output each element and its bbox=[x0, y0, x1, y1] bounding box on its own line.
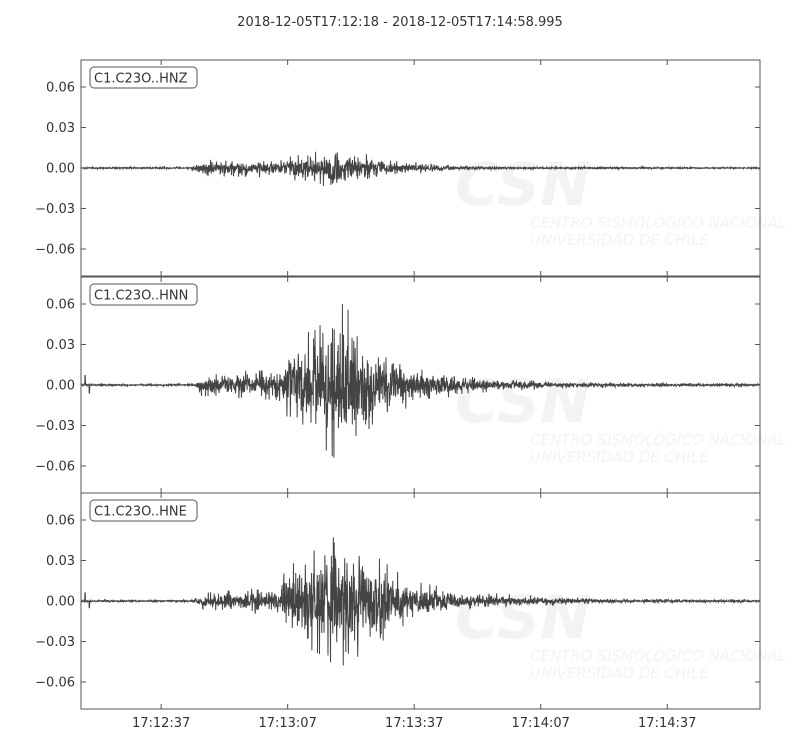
watermark-line1: CENTRO SISMOLÓGICO NACIONAL bbox=[530, 430, 786, 449]
x-tick-label: 17:14:07 bbox=[512, 716, 570, 731]
x-tick-label: 17:13:07 bbox=[258, 716, 316, 731]
trace-label: C1.C23O..HNE bbox=[94, 505, 187, 520]
y-tick-label: −0.06 bbox=[35, 460, 75, 475]
trace-label-box bbox=[89, 66, 198, 89]
trace-label-box bbox=[89, 499, 198, 522]
y-tick-label: −0.03 bbox=[35, 202, 75, 217]
x-tick-label: 17:12:37 bbox=[132, 716, 190, 731]
watermark-line1: CENTRO SISMOLÓGICO NACIONAL bbox=[530, 213, 786, 232]
watermark-line2: UNIVERSIDAD DE CHILE bbox=[530, 664, 709, 682]
y-tick-label: 0.00 bbox=[46, 162, 75, 177]
y-tick-label: −0.06 bbox=[35, 676, 75, 691]
y-tick-label: −0.03 bbox=[35, 419, 75, 434]
watermark-logo: CSN bbox=[455, 150, 590, 220]
y-tick-label: −0.03 bbox=[35, 635, 75, 650]
watermark-line2: UNIVERSIDAD DE CHILE bbox=[530, 448, 709, 466]
x-tick-label: 17:13:37 bbox=[385, 716, 443, 731]
y-tick-label: 0.03 bbox=[46, 121, 75, 136]
trace-label: C1.C23O..HNZ bbox=[94, 72, 188, 87]
trace-label-box bbox=[89, 283, 198, 306]
y-tick-label: 0.06 bbox=[46, 514, 75, 529]
y-tick-label: 0.03 bbox=[46, 554, 75, 569]
y-tick-label: 0.06 bbox=[46, 81, 75, 96]
waveform-line bbox=[80, 151, 761, 186]
y-tick-label: 0.03 bbox=[46, 338, 75, 353]
watermark-line1: CENTRO SISMOLÓGICO NACIONAL bbox=[530, 646, 786, 665]
trace-label: C1.C23O..HNN bbox=[94, 289, 188, 304]
y-tick-label: −0.06 bbox=[35, 243, 75, 258]
y-tick-label: 0.00 bbox=[46, 379, 75, 394]
y-tick-label: 0.00 bbox=[46, 595, 75, 610]
watermark-line2: UNIVERSIDAD DE CHILE bbox=[530, 231, 709, 249]
watermark-logo: CSN bbox=[455, 583, 590, 653]
waveform-line bbox=[80, 304, 761, 458]
chart-title: 2018-12-05T17:12:18 - 2018-12-05T17:14:5… bbox=[237, 15, 563, 30]
y-tick-label: 0.06 bbox=[46, 298, 75, 313]
watermark-logo: CSN bbox=[455, 367, 590, 437]
waveform-line bbox=[80, 537, 761, 666]
x-tick-label: 17:14:37 bbox=[638, 716, 696, 731]
